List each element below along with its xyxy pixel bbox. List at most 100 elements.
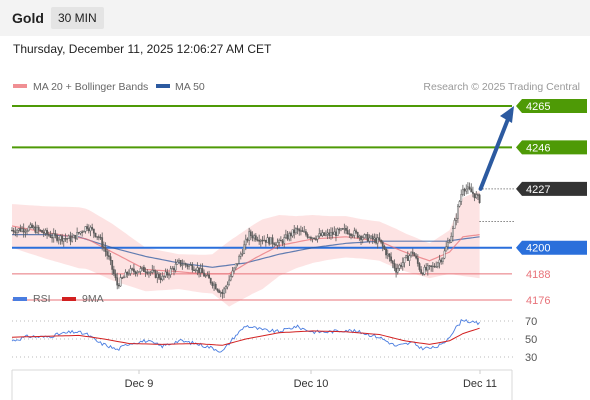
- candle-body: [296, 228, 299, 230]
- candle-body: [368, 237, 371, 242]
- candle-body: [41, 230, 43, 233]
- candle-body: [52, 233, 55, 238]
- candle-body: [186, 264, 189, 267]
- candle-body: [126, 271, 129, 275]
- ma50-legend-swatch: [156, 84, 170, 88]
- candle-body: [356, 232, 359, 238]
- rsi-ma-legend-swatch: [62, 297, 76, 301]
- candle-body: [284, 234, 287, 238]
- candle-body: [306, 234, 309, 238]
- candle-body: [226, 284, 229, 288]
- ma20-legend-swatch: [13, 84, 27, 88]
- level-tag-4246: [516, 140, 587, 155]
- instrument-title: Gold: [12, 10, 44, 26]
- candle-body: [122, 276, 125, 279]
- candle-body: [102, 246, 105, 248]
- candle-body: [29, 224, 32, 228]
- candle-body: [336, 228, 339, 236]
- candle-body: [86, 226, 89, 229]
- candle-body: [84, 226, 87, 232]
- rsi-ma-line: [11, 327, 480, 346]
- candle-body: [385, 248, 387, 256]
- candle-body: [478, 194, 481, 203]
- candle-body: [373, 237, 376, 240]
- candle-body: [340, 228, 342, 231]
- candle-body: [188, 264, 190, 267]
- rsi-tick-label: 30: [525, 352, 537, 364]
- candle-body: [303, 231, 306, 233]
- candle-body: [410, 251, 413, 257]
- candle-body: [376, 237, 379, 244]
- candle-body: [264, 239, 267, 243]
- candle-body: [279, 239, 282, 242]
- candle-body: [361, 237, 364, 240]
- candle-body: [246, 238, 249, 241]
- candle-body: [156, 273, 159, 278]
- candle-body: [234, 263, 237, 269]
- candle-body: [251, 235, 254, 239]
- candle-body: [211, 282, 214, 286]
- candle-body: [293, 229, 296, 234]
- candle-body: [343, 228, 346, 230]
- candle-body: [76, 232, 79, 240]
- candle-body: [465, 188, 468, 192]
- candle-body: [174, 263, 177, 271]
- candle-body: [256, 239, 259, 241]
- candle-body: [403, 257, 406, 263]
- candle-body: [32, 226, 35, 229]
- candle-body: [131, 268, 134, 270]
- candle-body: [388, 253, 391, 258]
- candle-body: [139, 268, 142, 272]
- candle-body: [214, 283, 217, 290]
- candle-body: [470, 188, 473, 193]
- candle-body: [34, 226, 37, 233]
- candle-body: [475, 194, 478, 199]
- candle-body: [24, 231, 27, 233]
- rsi-tick-label: 50: [525, 334, 537, 346]
- candle-body: [468, 186, 471, 190]
- candle-body: [281, 240, 284, 244]
- candle-body: [430, 265, 433, 267]
- candle-body: [209, 278, 212, 284]
- candle-body: [258, 239, 261, 242]
- candle-body: [310, 237, 312, 239]
- candle-body: [266, 237, 269, 243]
- candle-body: [458, 201, 461, 207]
- level-tag-4227: [516, 181, 587, 196]
- candle-body: [241, 253, 244, 255]
- candle-body: [206, 274, 209, 276]
- candle-body: [42, 232, 45, 234]
- candle-body: [358, 235, 361, 238]
- candle-body: [445, 246, 448, 252]
- candle-body: [398, 264, 401, 269]
- candle-body: [323, 232, 326, 236]
- timeframe-button[interactable]: 30 MIN: [51, 7, 104, 29]
- candle-body: [472, 191, 474, 194]
- candle-body: [305, 231, 307, 235]
- candle-body: [163, 275, 165, 278]
- candle-body: [446, 242, 449, 247]
- candle-body: [191, 264, 194, 271]
- candle-body: [216, 288, 219, 291]
- candle-body: [477, 194, 479, 196]
- candle-body: [71, 237, 74, 242]
- candle-body: [14, 231, 17, 234]
- candle-body: [128, 273, 130, 275]
- candle-body: [31, 224, 33, 229]
- candle-body: [17, 228, 20, 231]
- candle-body: [318, 233, 321, 237]
- candle-body: [313, 237, 316, 240]
- candle-body: [59, 235, 62, 240]
- candle-body: [415, 255, 418, 259]
- candle-body: [184, 263, 187, 266]
- candle-body: [143, 266, 145, 272]
- ma20-line: [11, 225, 480, 275]
- candle-body: [82, 231, 85, 233]
- candle-body: [79, 231, 82, 234]
- candle-body: [61, 235, 64, 242]
- candle-body: [194, 269, 197, 272]
- candle-body: [350, 233, 352, 236]
- target-arrow-shaft: [478, 112, 512, 191]
- rsi-tick-label: 70: [525, 316, 537, 328]
